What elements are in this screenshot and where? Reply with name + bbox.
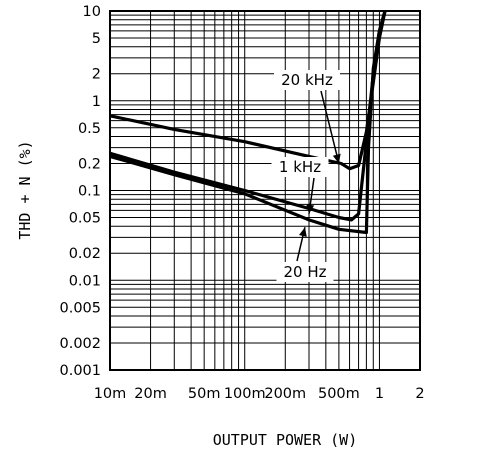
y-tick-label: 1 xyxy=(92,94,101,110)
x-tick-label: 2 xyxy=(415,386,424,402)
annotation-label: 20 Hz xyxy=(283,263,326,281)
y-tick-label: 0.02 xyxy=(69,246,101,262)
x-tick-label: 1 xyxy=(375,386,384,402)
y-tick-label: 2 xyxy=(92,67,101,83)
x-tick-label: 10m xyxy=(94,386,127,402)
series-line xyxy=(109,10,387,171)
annotation-label: 20 kHz xyxy=(281,71,333,89)
annotation-arrow-line xyxy=(320,90,340,164)
y-tick-label: 0.05 xyxy=(69,211,101,227)
y-axis-title: THD + N (%) xyxy=(16,140,34,239)
series-annotation: 20 kHz xyxy=(274,70,341,164)
annotation-arrowhead xyxy=(332,153,341,164)
annotation-background xyxy=(276,262,334,282)
plot-frame xyxy=(109,10,421,371)
x-tick-label: 50m xyxy=(188,386,221,402)
series-annotation: 20 Hz xyxy=(276,227,334,282)
y-tick-label: 0.01 xyxy=(69,273,101,289)
y-tick-label: 5 xyxy=(92,31,101,47)
y-tick-label: 0.005 xyxy=(59,300,101,316)
annotation-background xyxy=(274,70,340,90)
annotation-label: 1 kHz xyxy=(279,158,321,176)
y-tick-label: 0.5 xyxy=(78,121,101,137)
y-tick-label: 0.002 xyxy=(59,336,101,352)
x-tick-label: 100m xyxy=(224,386,266,402)
y-tick-label: 0.2 xyxy=(78,156,101,172)
y-tick-label: 10 xyxy=(83,4,101,20)
x-tick-label: 20m xyxy=(134,386,167,402)
series-annotation: 1 kHz xyxy=(271,157,329,214)
y-tick-label: 0.001 xyxy=(59,363,101,379)
x-axis-title: OUTPUT POWER (W) xyxy=(213,431,358,449)
series-line xyxy=(109,10,387,222)
series-line xyxy=(109,10,387,235)
annotation-background xyxy=(271,157,329,177)
y-tick-label: 0.1 xyxy=(78,184,101,200)
x-tick-label: 500m xyxy=(318,386,360,402)
annotation-arrowhead xyxy=(306,204,315,214)
x-tick-label: 200m xyxy=(264,386,306,402)
annotation-arrowhead xyxy=(299,227,307,237)
